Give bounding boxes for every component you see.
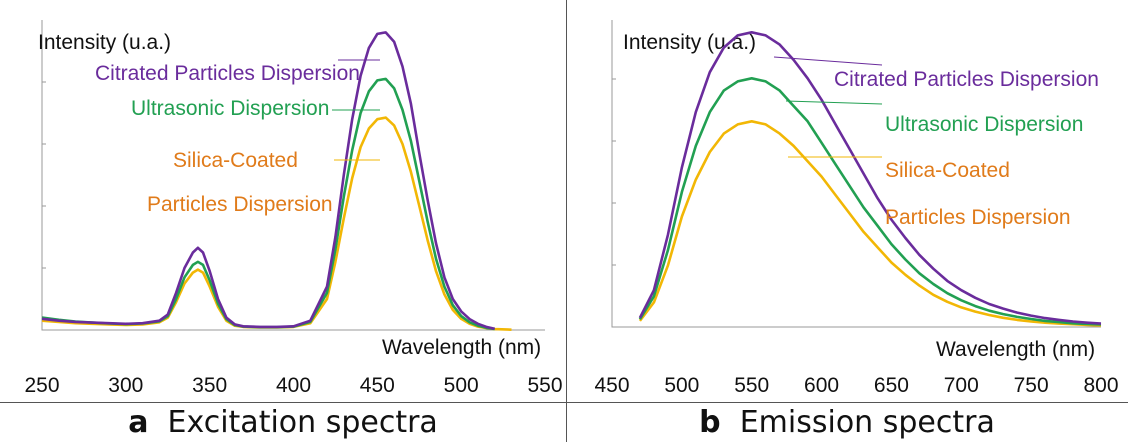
annotation-leader-citrated: [773, 56, 883, 66]
x-tick-label-450: 450: [594, 374, 629, 397]
x-tick-labels: 450 500 550 600 650 700 750 800: [594, 374, 1118, 397]
caption-b-letter: b: [699, 405, 721, 440]
annotation-citrated: Citrated Particles Dispersion: [834, 68, 1099, 91]
x-tick-label-300: 300: [108, 374, 143, 397]
annotation-silica-1: Silica-Coated: [173, 149, 298, 172]
x-tick-label-600: 600: [804, 374, 839, 397]
caption-b: b Emission spectra: [566, 405, 1128, 440]
series-line-silica-coated-particles-dispersion: [638, 120, 1102, 327]
series-lines: [41, 31, 512, 331]
x-tick-label-650: 650: [874, 374, 909, 397]
x-tick-label-700: 700: [944, 374, 979, 397]
annotation-ultrasonic: Ultrasonic Dispersion: [885, 113, 1083, 136]
x-tick-label-550: 550: [527, 374, 562, 397]
x-tick-labels: 250 300 350 400 450 500 550: [24, 374, 562, 397]
caption-row-a: a Excitation spectra: [0, 402, 566, 443]
x-tick-label-750: 750: [1014, 374, 1049, 397]
caption-a-text: Excitation spectra: [167, 405, 438, 440]
caption-row-b: b Emission spectra: [566, 402, 1128, 443]
panel-divider: [566, 0, 567, 442]
plot-axes: [611, 20, 1101, 328]
x-tick-label-250: 250: [24, 374, 59, 397]
emission-chart-panel: Intensity (u.a.) Wavelength (nm) 450 500 5…: [566, 0, 1128, 401]
y-axis-label: Intensity (u.a.): [623, 31, 756, 54]
plot-axes: [41, 20, 545, 331]
excitation-chart-panel: Intensity (u.a.) Wavelength (nm) 250 300 3…: [0, 0, 566, 401]
x-tick-label-500: 500: [444, 374, 479, 397]
series-lines: [638, 30, 1102, 327]
annotation-silica-2: Particles Dispersion: [147, 193, 333, 216]
annotation-leader-ultrasonic: [785, 100, 883, 105]
x-tick-label-550: 550: [734, 374, 769, 397]
caption-b-text: Emission spectra: [739, 405, 995, 440]
x-tick-label-500: 500: [664, 374, 699, 397]
x-tick-label-400: 400: [276, 374, 311, 397]
annotation-silica-2: Particles Dispersion: [885, 206, 1071, 229]
x-tick-label-450: 450: [360, 374, 395, 397]
series-line-ultrasonic-dispersion: [638, 77, 1102, 326]
annotation-citrated: Citrated Particles Dispersion: [95, 62, 360, 85]
series-line-citrated-particles-dispersion: [638, 30, 1102, 325]
y-axis-label: Intensity (u.a.): [38, 31, 171, 54]
annotation-silica-1: Silica-Coated: [885, 159, 1010, 182]
series-line-citrated-particles-dispersion: [41, 31, 495, 331]
x-tick-label-800: 800: [1083, 374, 1118, 397]
x-tick-label-350: 350: [192, 374, 227, 397]
excitation-chart: Intensity (u.a.) Wavelength (nm) 250 300 3…: [24, 20, 563, 397]
annotations: Citrated Particles Dispersion Ultrasonic…: [95, 59, 380, 216]
x-axis-label: Wavelength (nm): [382, 336, 541, 359]
emission-chart: Intensity (u.a.) Wavelength (nm) 450 500 5…: [594, 20, 1119, 397]
caption-a: a Excitation spectra: [0, 405, 566, 440]
x-axis-label: Wavelength (nm): [936, 338, 1095, 361]
annotation-ultrasonic: Ultrasonic Dispersion: [131, 97, 329, 120]
caption-a-letter: a: [128, 405, 149, 440]
annotations: Citrated Particles Dispersion Ultrasonic…: [773, 56, 1099, 229]
